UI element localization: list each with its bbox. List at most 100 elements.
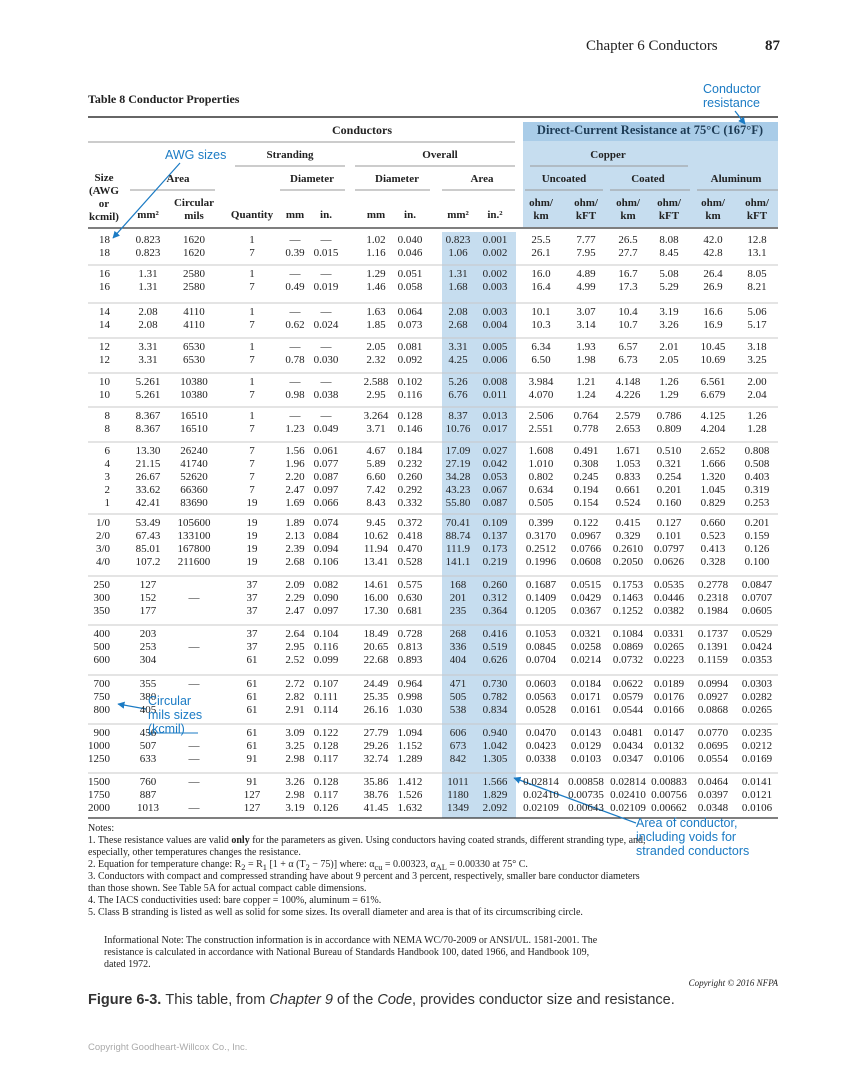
cell: 2.08 xyxy=(138,306,158,318)
cell: 2.551 xyxy=(528,423,554,435)
cell: 22.68 xyxy=(363,654,389,666)
cell: 0.067 xyxy=(482,484,508,496)
cell: 0.245 xyxy=(573,471,599,483)
cell: 0.332 xyxy=(397,497,423,509)
cell: 7 xyxy=(249,445,255,457)
cell: 0.823 xyxy=(445,234,471,246)
group-header: Copper xyxy=(590,149,626,161)
cell: 0.372 xyxy=(397,517,423,529)
cell: 0.364 xyxy=(482,605,508,617)
cell: 2.13 xyxy=(285,530,305,542)
cell: 1.305 xyxy=(482,753,508,765)
cell: 0.077 xyxy=(313,458,339,470)
cell: — xyxy=(289,410,301,422)
cell: 0.081 xyxy=(397,341,423,353)
cell: 1.06 xyxy=(448,247,468,259)
cell: 505 xyxy=(449,691,467,703)
cell: — xyxy=(320,410,332,422)
cell: 2.68 xyxy=(285,556,305,568)
text-part: 1 xyxy=(262,863,267,872)
cell: 27.79 xyxy=(363,727,389,739)
cell: 0.893 xyxy=(397,654,423,666)
cell: 4.204 xyxy=(700,423,726,435)
cell: 0.0967 xyxy=(570,530,602,542)
cell: 41740 xyxy=(180,458,208,470)
size-cell: 1/0 xyxy=(95,517,110,529)
text-part: = 0.00330 at 75° C. xyxy=(446,859,528,870)
note: 1. These resistance values are valid onl… xyxy=(88,835,648,859)
note: 4. The IACS conductivities used: bare co… xyxy=(88,895,648,907)
cell: 3.25 xyxy=(285,740,305,752)
cell: 2.092 xyxy=(482,802,508,814)
cell: 61 xyxy=(246,678,258,690)
cell: 19 xyxy=(246,556,258,568)
cell: 7 xyxy=(249,458,255,470)
cell: 0.0143 xyxy=(570,727,602,739)
cell: 0.1984 xyxy=(697,605,729,617)
cell: 0.782 xyxy=(482,691,508,703)
cell: 0.778 xyxy=(573,423,599,435)
cell: 4.89 xyxy=(576,268,596,280)
column-header: Quantity xyxy=(230,209,274,221)
cell: 0.1205 xyxy=(525,605,557,617)
cell: 0.1753 xyxy=(612,579,644,591)
cell: 4110 xyxy=(183,306,205,318)
cell: 0.0579 xyxy=(612,691,644,703)
cell: 0.321 xyxy=(656,458,682,470)
cell: 6.57 xyxy=(618,341,638,353)
cell: 16.4 xyxy=(531,281,551,293)
cell: 268 xyxy=(449,628,467,640)
cell: 0.764 xyxy=(573,410,599,422)
group-header: Coated xyxy=(631,173,665,185)
cell: — xyxy=(188,802,200,814)
cell: 8.367 xyxy=(135,423,161,435)
note: 2. Equation for temperature change: R2 =… xyxy=(88,859,648,874)
cell: 0.232 xyxy=(397,458,423,470)
cell: 17.30 xyxy=(363,605,389,617)
cell: 1.320 xyxy=(700,471,726,483)
cell: 2.579 xyxy=(615,410,641,422)
cell: 0.201 xyxy=(744,517,770,529)
cell: 0.292 xyxy=(397,484,423,496)
cell: 1.26 xyxy=(747,410,767,422)
cell: 1620 xyxy=(183,234,205,246)
cell: 7.77 xyxy=(576,234,596,246)
cell: 61 xyxy=(246,654,258,666)
cell: 0.0603 xyxy=(525,678,557,690)
cell: 0.127 xyxy=(656,517,682,529)
cell: 0.0382 xyxy=(653,605,685,617)
group-header: Conductors xyxy=(331,123,393,137)
cell: 0.1391 xyxy=(697,641,729,653)
cell: 16.0 xyxy=(531,268,551,280)
text-part: 2 xyxy=(241,863,246,872)
cell: 0.399 xyxy=(528,517,554,529)
cell: 0.109 xyxy=(482,517,508,529)
cell: 1.28 xyxy=(747,423,767,435)
cell: — xyxy=(320,306,332,318)
cell: 0.019 xyxy=(313,281,339,293)
cell: 8.37 xyxy=(448,410,468,422)
cell: 14.61 xyxy=(363,579,389,591)
cell: 0.728 xyxy=(397,628,423,640)
cell: 1.68 xyxy=(448,281,468,293)
cell: 380 xyxy=(139,691,157,703)
cell: 203 xyxy=(139,628,157,640)
cell: 0.042 xyxy=(482,458,508,470)
column-header: in. xyxy=(404,209,416,221)
cell: 6.60 xyxy=(366,471,386,483)
cell: 37 xyxy=(246,592,258,604)
size-cell: 8 xyxy=(104,423,111,435)
cell: 0.0608 xyxy=(570,556,602,568)
cell: 19 xyxy=(246,530,258,542)
cell: 0.094 xyxy=(313,543,339,555)
caption-part: , provides conductor size and resistance… xyxy=(412,992,675,1008)
cell: 20.65 xyxy=(363,641,389,653)
cell: 2.09 xyxy=(285,579,305,591)
column-header: Circular mils xyxy=(173,197,215,222)
cell: 2.01 xyxy=(659,341,679,353)
cell: 0.0397 xyxy=(697,789,729,801)
cell: 0.964 xyxy=(397,678,423,690)
cell: 10.3 xyxy=(531,319,551,331)
cell: 0.416 xyxy=(482,628,508,640)
cell: 2.652 xyxy=(700,445,726,457)
